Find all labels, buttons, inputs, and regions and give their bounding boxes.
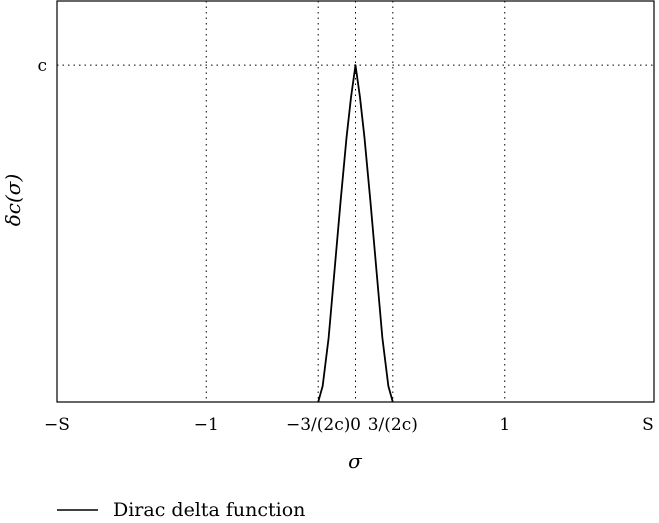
x-tick-label-5: 1 (499, 415, 510, 435)
x-tick-labels: −S −1 −3/(2c) 0 3/(2c) 1 S (44, 415, 654, 435)
x-tick-label-3: 0 (350, 415, 361, 435)
plot-frame (56, 0, 655, 403)
x-tick-label-0: −S (44, 415, 70, 435)
y-tick-labels: c (37, 56, 47, 76)
x-tick-label-1: −1 (194, 415, 219, 435)
series-lines (317, 64, 394, 403)
x-tick-label-2: −3/(2c) (286, 415, 350, 435)
gridlines (57, 1, 654, 402)
y-axis-label: δc(σ) (1, 174, 25, 227)
series-line-0 (317, 64, 394, 403)
legend-label-dirac-delta: Dirac delta function (113, 499, 305, 521)
legend: Dirac delta function (57, 499, 305, 521)
y-tick-label-0: c (37, 56, 47, 76)
x-tick-label-6: S (642, 415, 654, 435)
x-tick-label-4: 3/(2c) (368, 415, 418, 435)
x-axis-label: σ (348, 449, 363, 473)
